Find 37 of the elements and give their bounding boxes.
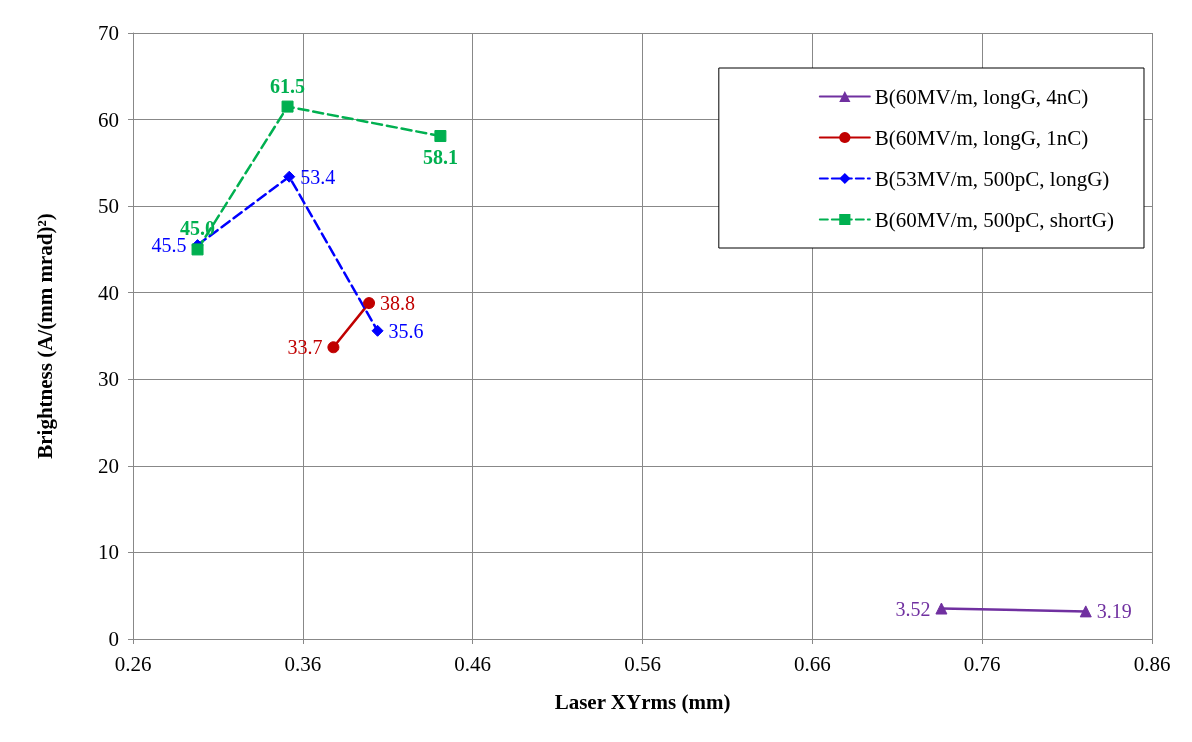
x-tick-label: 0.26 xyxy=(114,651,152,676)
point xyxy=(283,170,296,183)
data-label: 35.6 xyxy=(388,319,424,342)
x-tick-label: 0.56 xyxy=(624,651,661,676)
legend-label: B(53MV/m, 500pC, longG) xyxy=(874,166,1110,191)
y-tick-label: 30 xyxy=(98,367,119,392)
data-label: 33.7 xyxy=(287,336,323,359)
x-tick-label: 0.86 xyxy=(1133,651,1171,676)
data-label: 61.5 xyxy=(270,74,306,97)
x-axis-title: Laser XYrms (mm) xyxy=(554,689,731,714)
data-label: 38.8 xyxy=(380,292,416,315)
data-label: 3.52 xyxy=(895,597,931,620)
x-tick-label: 0.36 xyxy=(284,651,322,676)
y-tick-label: 40 xyxy=(98,280,119,305)
data-label: 58.1 xyxy=(422,146,458,169)
y-tick-label: 60 xyxy=(98,107,119,132)
legend-label: B(60MV/m, longG, 1nC) xyxy=(874,125,1089,150)
point xyxy=(363,297,376,310)
point xyxy=(327,341,340,354)
point xyxy=(434,130,447,143)
data-label: 53.4 xyxy=(300,165,336,188)
y-axis-title: Brightness (A/(mm mrad)²) xyxy=(32,213,57,459)
point xyxy=(281,100,294,113)
y-tick-label: 0 xyxy=(108,627,119,651)
y-tick-label: 70 xyxy=(98,21,119,45)
point xyxy=(371,324,384,337)
data-label: 3.19 xyxy=(1096,600,1132,623)
legend-label: B(60MV/m, 500pC, shortG) xyxy=(874,207,1115,232)
x-tick-label: 0.46 xyxy=(454,651,492,676)
x-tick-label: 0.66 xyxy=(793,651,831,676)
x-tick-label: 0.76 xyxy=(963,651,1001,676)
point xyxy=(191,243,204,256)
y-tick-label: 20 xyxy=(98,453,119,478)
y-tick-label: 10 xyxy=(98,540,119,565)
legend-label: B(60MV/m, longG, 4nC) xyxy=(874,84,1089,109)
y-tick-label: 50 xyxy=(98,194,119,219)
data-label: 45.5 xyxy=(151,234,187,257)
